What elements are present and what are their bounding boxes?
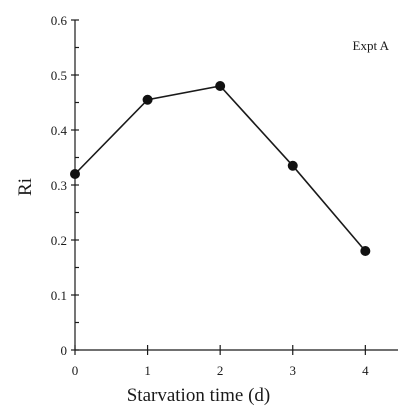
axes xyxy=(74,20,398,351)
x-tick-label: 3 xyxy=(290,363,297,378)
series-line xyxy=(74,85,366,252)
x-tick-label: 1 xyxy=(144,363,151,378)
data-point xyxy=(142,94,153,105)
x-axis-title: Starvation time (d) xyxy=(127,385,271,406)
data-point xyxy=(70,169,80,179)
y-tick-label: 0.5 xyxy=(51,68,67,83)
data-point xyxy=(215,81,226,91)
data-point xyxy=(360,246,371,256)
chart-annotation: Expt A xyxy=(353,38,390,53)
x-tick-label: 0 xyxy=(72,363,79,378)
y-tick-label: 0 xyxy=(61,343,68,358)
y-tick-label: 0.2 xyxy=(51,233,67,248)
series xyxy=(70,81,371,256)
y-tick-label: 0.4 xyxy=(51,123,68,138)
x-tick-label: 2 xyxy=(217,363,224,378)
x-tick-label: 4 xyxy=(362,363,369,378)
y-tick-label: 0.3 xyxy=(51,178,67,193)
data-point xyxy=(287,160,298,171)
y-tick-label: 0.6 xyxy=(51,13,68,28)
y-tick-label: 0.1 xyxy=(51,288,67,303)
y-axis-title: Ri xyxy=(15,178,36,196)
ticks: 0 0.1 0.2 0.3 0.4 0.5 0.6 0 1 2 3 4 xyxy=(51,13,369,378)
